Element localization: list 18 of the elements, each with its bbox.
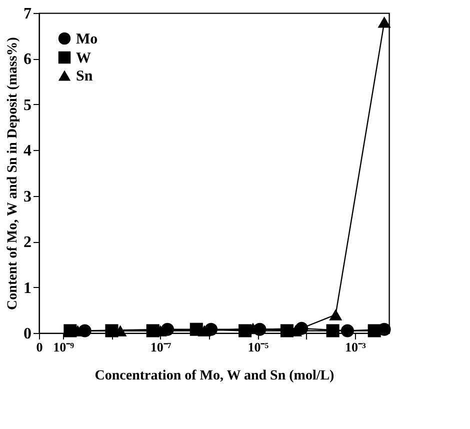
legend-label: Mo — [76, 32, 98, 48]
x-tick-label: 10⁻³ — [345, 340, 366, 354]
y-tick-label: 6 — [24, 51, 32, 68]
legend-label: Sn — [76, 68, 94, 84]
x-tick-label: 10⁻⁵ — [248, 340, 269, 354]
x-axis-title: Concentration of Mo, W and Sn (mol/L) — [94, 368, 335, 384]
legend-label: W — [76, 50, 91, 66]
y-tick-label: 0 — [24, 326, 32, 342]
y-tick-label: 2 — [24, 234, 32, 252]
y-tick-label: 1 — [24, 280, 32, 297]
x-tick-label: 10⁻⁷ — [150, 340, 172, 354]
y-tick-label: 4 — [24, 142, 32, 160]
x-tick-label: 0 — [36, 340, 43, 354]
y-tick-label: 7 — [24, 6, 32, 22]
y-tick-label: 3 — [24, 188, 32, 206]
y-tick-label: 5 — [24, 96, 32, 114]
x-tick-label: 10⁻⁹ — [53, 340, 74, 354]
y-axis-title: Content of Mo, W and Sn in Deposit (mass%) — [6, 36, 20, 310]
